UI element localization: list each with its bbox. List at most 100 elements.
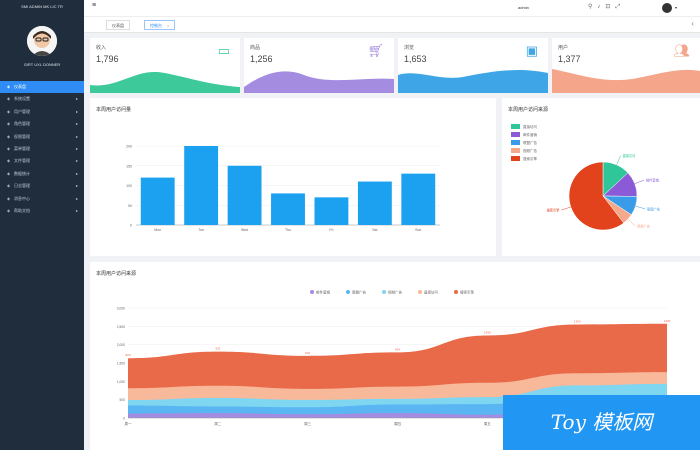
tab-label: 控制台 <box>150 23 162 28</box>
stat-card-users[interactable]: 用户 1,377 👥︎ <box>552 38 700 93</box>
sidebar-item[interactable]: ◈ 用户管理 ▸ <box>0 106 84 118</box>
stat-value: 1,796 <box>96 54 119 64</box>
sidebar-item[interactable]: ◈ 系统设置 ▸ <box>0 93 84 105</box>
x-tick-label: Sat <box>372 228 377 232</box>
bar[interactable] <box>140 177 175 225</box>
legend-swatch[interactable] <box>511 132 520 137</box>
chevron-right-icon: ▸ <box>75 133 78 139</box>
legend-marker[interactable] <box>346 290 350 294</box>
stat-card-goods[interactable]: 商品 1,256 🛒︎ <box>244 38 394 93</box>
chevron-right-icon: ▸ <box>75 195 78 201</box>
stat-label: 用户 <box>558 45 569 51</box>
y-tick-label: 500 <box>119 398 125 402</box>
y-tick-label: 2,500 <box>117 325 125 329</box>
menu-icon: ◈ <box>6 121 11 127</box>
sidebar-item[interactable]: ◈ 日志管理 ▸ <box>0 180 84 192</box>
sidebar-item-label: 菜单管理 <box>14 145 30 151</box>
sidebar-item-label: 消息中心 <box>14 195 30 201</box>
top-header: ≡ admin ⚲♪⊡⤢ ▾ <box>84 0 700 17</box>
x-tick-label: 周三 <box>304 421 311 426</box>
expand-icon[interactable]: ⤢ <box>615 4 626 10</box>
legend-marker[interactable] <box>382 290 386 294</box>
pie-chart-panel: 本周用户访问来源 直接访问 邮件营销 联盟广告 视频广告 搜索引擎 直接访问 邮件营销 联盟广… <box>502 98 700 256</box>
stat-label: 浏览 <box>404 45 415 51</box>
sidebar-username: GIRT UXL DONNER <box>23 62 61 67</box>
stat-value: 1,653 <box>404 54 427 64</box>
chevron-right-icon: ▸ <box>75 145 78 151</box>
bar[interactable] <box>227 165 262 225</box>
avatar[interactable] <box>27 26 57 56</box>
tab-dashboard[interactable]: 仪表盘 <box>106 20 130 30</box>
sidebar-item-label: 数据统计 <box>14 170 30 176</box>
stat-card-income[interactable]: 收入 1,796 ▭ <box>90 38 240 93</box>
y-tick-label: 1,500 <box>117 362 125 366</box>
bell-icon[interactable]: ♪ <box>597 4 606 10</box>
bar-chart: 0 50 100 150 200 Mon Tue Wed Thu Fri Sat Sun <box>126 145 440 232</box>
data-label: 932 <box>215 347 220 351</box>
bar[interactable] <box>184 146 219 225</box>
legend-swatch[interactable] <box>511 124 520 129</box>
bar[interactable] <box>401 173 436 225</box>
legend-swatch[interactable] <box>511 140 520 145</box>
x-tick-label: 周五 <box>484 421 491 426</box>
y-tick-label: 1,000 <box>117 380 125 384</box>
y-tick-label: 50 <box>128 204 132 208</box>
bar[interactable] <box>357 181 392 225</box>
sidebar-item-label: 文件管理 <box>14 158 30 164</box>
sidebar-item[interactable]: ◈ 帮助文档 ▸ <box>0 205 84 217</box>
sidebar-item[interactable]: ◈ 权限管理 ▸ <box>0 131 84 143</box>
search-icon[interactable]: ⚲ <box>588 4 598 10</box>
stat-card-views[interactable]: 浏览 1,653 ▣ <box>398 38 548 93</box>
bar[interactable] <box>271 193 305 225</box>
menu-icon: ◈ <box>6 96 11 102</box>
menu-icon: ◈ <box>6 195 11 201</box>
sidebar-item[interactable]: ◈ 数据统计 ▸ <box>0 168 84 180</box>
users-icon: 👥︎ <box>673 43 690 58</box>
chevron-right-icon: ▸ <box>75 121 78 127</box>
pie-leader-line <box>616 155 621 165</box>
legend-marker[interactable] <box>454 290 458 294</box>
chevron-right-icon: ▸ <box>75 170 78 176</box>
header-username[interactable]: admin <box>518 5 529 10</box>
legend-label: 联盟广告 <box>352 290 366 295</box>
legend-marker[interactable] <box>310 290 314 294</box>
stat-wave <box>90 71 240 93</box>
pie-slice-label: 联盟广告 <box>647 206 660 211</box>
chevron-right-icon: ▸ <box>75 207 78 213</box>
lock-icon[interactable]: ⊡ <box>605 4 616 10</box>
legend-swatch[interactable] <box>511 148 520 153</box>
header-avatar[interactable] <box>662 3 672 13</box>
close-icon[interactable]: × <box>167 23 170 28</box>
hamburger-icon[interactable]: ≡ <box>92 2 97 9</box>
tab-bar: 仪表盘 控制台 × ‹ <box>84 17 700 33</box>
panel-title: 本周用户访问来源 <box>508 107 549 113</box>
stat-label: 商品 <box>250 45 261 51</box>
sidebar-item[interactable]: ◈ 消息中心 ▸ <box>0 193 84 205</box>
legend-swatch[interactable] <box>511 156 520 161</box>
data-label: 820 <box>125 353 130 357</box>
pie-slice-label: 直接访问 <box>623 153 636 158</box>
y-tick-label: 0 <box>130 224 132 228</box>
panel-title: 本周用户访问量 <box>96 107 132 113</box>
menu-icon: ◈ <box>6 183 11 189</box>
chevron-right-icon: ▸ <box>75 96 78 102</box>
bar-chart-panel: 本周用户访问量 0 50 100 150 200 Mon Tue Wed Thu Fri Sat Su… <box>90 98 496 256</box>
chevron-down-icon[interactable]: ▾ <box>675 5 678 10</box>
tab-console[interactable]: 控制台 × <box>144 20 176 30</box>
sidebar-item[interactable]: ◈ 仪表盘 <box>0 81 84 94</box>
y-tick-label: 0 <box>123 417 125 421</box>
bar[interactable] <box>314 197 349 225</box>
sidebar-menu: ◈ 仪表盘 ◈ 系统设置 ▸ ◈ 用户管理 ▸ ◈ 角色管理 ▸ ◈ 权限管理 ▸ ◈ 菜单管理 ▸ ◈ 文件管理 ▸… <box>0 81 84 217</box>
pie-slice[interactable] <box>568 161 625 231</box>
x-tick-label: Fri <box>329 228 333 232</box>
sidebar-item[interactable]: ◈ 角色管理 ▸ <box>0 118 84 130</box>
sidebar-item-label: 帮助文档 <box>14 207 30 213</box>
avatar-icon <box>27 26 57 56</box>
more-icon[interactable]: ‹ <box>691 19 694 28</box>
money-icon: ▭ <box>217 43 230 58</box>
sidebar-item[interactable]: ◈ 文件管理 ▸ <box>0 155 84 167</box>
legend-marker[interactable] <box>418 290 422 294</box>
sidebar-item[interactable]: ◈ 菜单管理 ▸ <box>0 143 84 155</box>
stat-value: 1,256 <box>250 54 273 64</box>
